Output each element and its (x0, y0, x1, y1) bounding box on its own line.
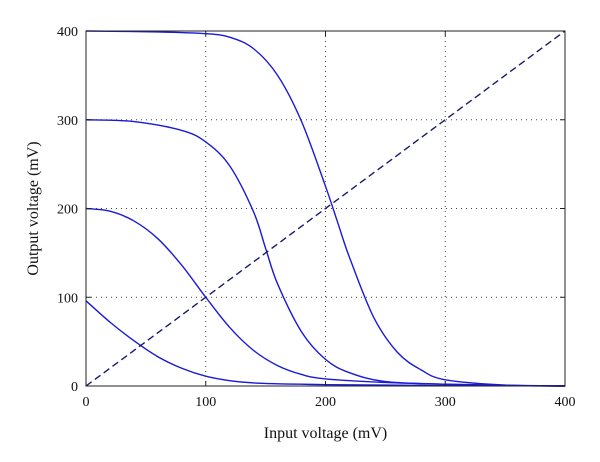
x-tick-label: 300 (435, 395, 456, 410)
y-tick-label: 400 (57, 25, 78, 40)
series-line-4 (85, 30, 566, 387)
x-tick-label: 0 (83, 395, 90, 410)
series-group (85, 30, 566, 387)
series-line-3 (85, 119, 566, 387)
y-tick-label: 0 (71, 380, 78, 395)
axis-ticks: 0 100 200 300 400 0 100 200 300 400 (57, 25, 576, 410)
y-tick-label: 100 (57, 291, 78, 306)
y-tick-label: 200 (57, 203, 78, 218)
x-axis-title: Input voltage (mV) (264, 425, 388, 442)
grid-lines (86, 31, 565, 386)
y-tick-label: 300 (57, 114, 78, 129)
x-tick-label: 200 (315, 395, 336, 410)
series-line-1 (85, 300, 566, 387)
x-tick-label: 400 (555, 395, 576, 410)
y-axis-title: Output voltage (mV) (25, 141, 42, 275)
x-tick-label: 100 (195, 395, 216, 410)
reference-line (85, 30, 566, 387)
